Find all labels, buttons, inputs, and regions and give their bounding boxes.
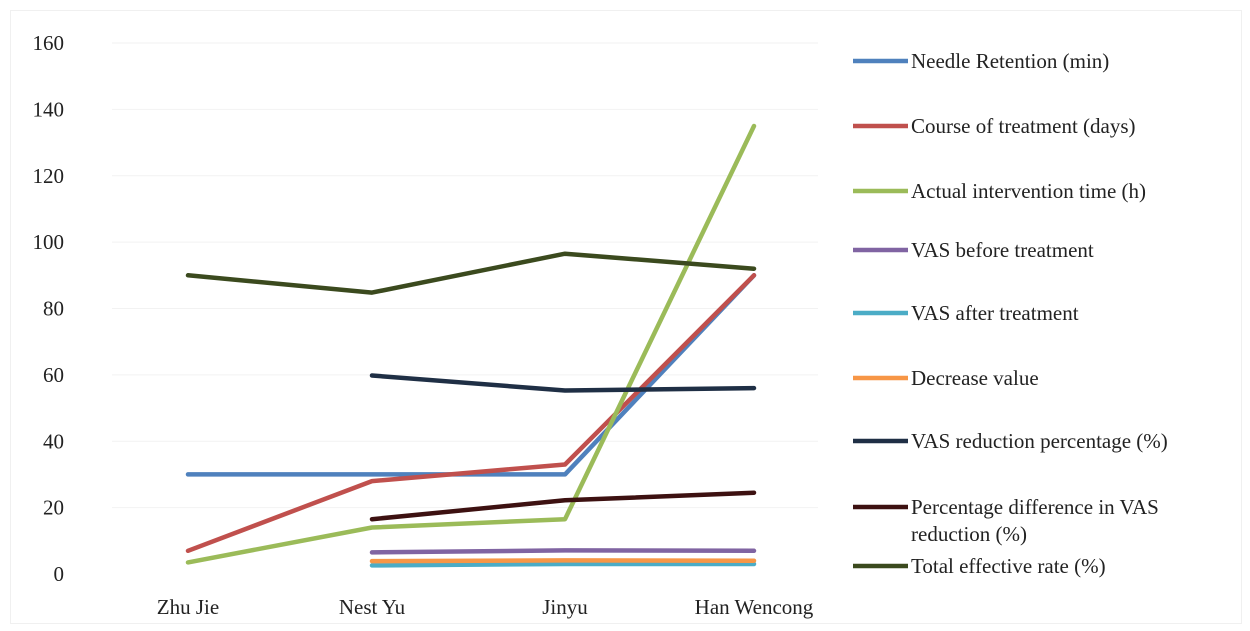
series-lines	[185, 123, 757, 568]
gridlines	[112, 42, 818, 509]
y-tick-label: 120	[33, 164, 65, 188]
x-axis: Zhu Jie Nest Yu Jinyu Han Wencong	[157, 595, 814, 619]
y-axis: 0 20 40 60 80 100 120 140 160	[33, 31, 65, 586]
y-tick-label: 20	[43, 496, 64, 520]
legend: Needle Retention (min) Course of treatmen…	[853, 49, 1168, 578]
chart-frame	[10, 10, 1242, 624]
series-line	[185, 273, 757, 554]
x-tick-label: Jinyu	[542, 595, 588, 619]
y-tick-label: 160	[33, 31, 65, 55]
y-tick-label: 140	[33, 97, 65, 121]
y-tick-label: 0	[54, 562, 65, 586]
legend-label: VAS before treatment	[911, 238, 1094, 262]
legend-label: Decrease value	[911, 366, 1039, 390]
legend-label: Total effective rate (%)	[911, 554, 1106, 578]
series-line	[369, 373, 757, 393]
legend-label: Course of treatment (days)	[911, 114, 1136, 138]
y-tick-label: 80	[43, 297, 64, 321]
series-line	[369, 558, 757, 564]
series-line	[369, 490, 757, 522]
x-tick-label: Zhu Jie	[157, 595, 219, 619]
series-line	[185, 123, 757, 565]
series-line	[369, 561, 757, 568]
y-tick-label: 100	[33, 230, 65, 254]
y-tick-label: 40	[43, 429, 64, 453]
y-tick-label: 60	[43, 363, 64, 387]
legend-label: Needle Retention (min)	[911, 49, 1109, 73]
legend-label: Percentage difference in VAS reduction (%…	[911, 495, 1159, 546]
legend-label: VAS reduction percentage (%)	[911, 429, 1168, 453]
legend-label: VAS after treatment	[911, 301, 1079, 325]
x-tick-label: Nest Yu	[339, 595, 406, 619]
series-line	[185, 251, 757, 295]
series-line	[369, 548, 757, 555]
legend-label: Actual intervention time (h)	[911, 179, 1146, 203]
x-tick-label: Han Wencong	[695, 595, 814, 619]
